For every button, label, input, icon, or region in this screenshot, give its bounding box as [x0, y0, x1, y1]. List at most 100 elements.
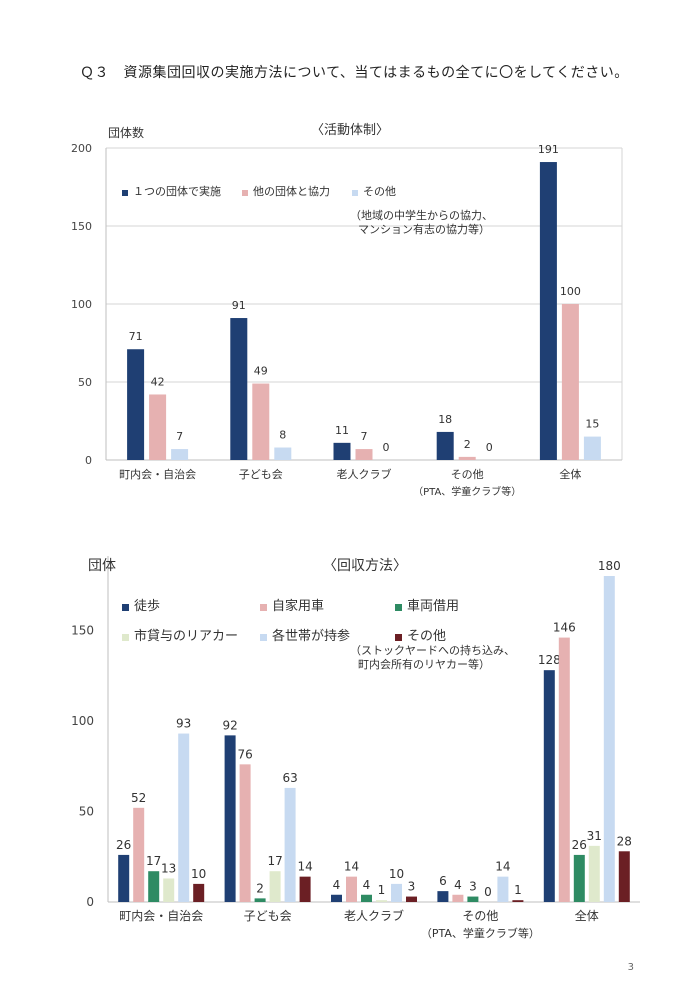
chart2-legend-label: 市貸与のリアカー	[134, 628, 238, 644]
chart2-data-label: 1	[514, 883, 522, 897]
chart2-bar	[299, 876, 311, 902]
chart1-chart-title: 〈活動体制〉	[311, 123, 389, 138]
chart2-legend-label: 徒歩	[134, 599, 160, 614]
chart2-bar	[497, 876, 509, 902]
chart1-data-label: 0	[383, 441, 390, 454]
chart1-bar	[458, 456, 476, 460]
chart2-bar	[603, 576, 615, 902]
chart2-data-label: 14	[495, 860, 510, 874]
chart1-bar	[252, 383, 270, 460]
chart2-legend-swatch	[122, 634, 129, 641]
chart2-annotation: 町内会所有のリヤカー等）	[358, 657, 490, 671]
chart1-annotation: （地域の中学生からの協力、	[350, 208, 493, 222]
chart2-bar	[406, 896, 417, 902]
chart2-bar	[391, 883, 402, 902]
chart2-category-label: 老人クラブ	[344, 908, 404, 923]
chart1-bar	[149, 394, 167, 460]
chart2-bar	[178, 733, 190, 902]
chart2-bar	[452, 894, 464, 902]
chart2-category-label: 町内会・自治会	[119, 909, 203, 923]
chart1-annotation: マンション有志の協力等）	[358, 222, 490, 236]
chart1-category-label: 町内会・自治会	[119, 467, 196, 481]
chart2-data-label: 128	[538, 653, 561, 667]
chart2-data-label: 17	[267, 854, 282, 868]
chart1-legend-swatch	[242, 190, 248, 196]
chart1-category-label: 全体	[559, 467, 581, 481]
chart1-data-label: 71	[129, 330, 143, 343]
chart2-data-label: 93	[176, 717, 191, 731]
chart1-bar	[274, 447, 292, 460]
chart2-annotation: （ストックヤードへの持ち込み、	[350, 643, 515, 657]
chart1-data-label: 15	[585, 418, 599, 431]
chart2-legend-swatch	[395, 634, 402, 641]
chart2-data-label: 4	[333, 878, 341, 892]
chart2-legend-swatch	[260, 604, 267, 611]
question-title: Ｑ３ 資源集団回収の実施方法について、当てはまるもの全てに〇をしてください。	[80, 65, 629, 81]
chart2-bar	[376, 900, 387, 902]
chart2-legend-label: 車両借用	[407, 599, 459, 614]
chart2-bar	[284, 787, 296, 902]
chart1-category-label: 子ども会	[239, 468, 283, 481]
chart2-bar	[254, 898, 266, 902]
chart1-legend-swatch	[122, 190, 128, 196]
chart1-bar	[127, 349, 145, 460]
chart1-data-label: 7	[361, 430, 368, 443]
chart1-y-tick-label: 200	[71, 142, 92, 155]
chart2-bar	[133, 807, 145, 902]
chart2-data-label: 17	[146, 854, 161, 868]
chart2-bar	[467, 896, 479, 902]
chart2-data-label: 10	[191, 867, 206, 881]
chart2-bar	[346, 876, 357, 902]
chart2-y-axis-title: 団体	[88, 558, 116, 574]
chart2-data-label: 28	[617, 834, 632, 848]
chart2-bar	[558, 637, 570, 902]
chart2-category-label: その他	[462, 909, 498, 923]
chart1-category-label: 老人クラブ	[337, 467, 392, 481]
chart1-legend-label: １つの団体で実施	[133, 184, 221, 198]
chart1-data-label: 18	[438, 413, 452, 426]
chart2-category-sublabel: （PTA、学童クラブ等）	[421, 926, 540, 940]
chart1-y-tick-label: 50	[78, 376, 92, 389]
chart2-data-label: 63	[282, 771, 297, 785]
chart2-data-label: 14	[344, 860, 359, 874]
chart1-bar	[561, 304, 579, 460]
chart1-legend-label: その他	[363, 185, 396, 198]
chart1-y-tick-label: 100	[71, 298, 92, 311]
chart2-data-label: 76	[237, 747, 252, 761]
chart1-bar	[436, 431, 454, 460]
chart2-bar	[163, 878, 175, 902]
chart2-bar	[543, 670, 555, 902]
chart2-data-label: 4	[363, 878, 371, 892]
chart2-data-label: 4	[454, 878, 462, 892]
chart2-data-label: 13	[161, 861, 176, 875]
chart1-legend-label: 他の団体と協力	[253, 184, 330, 198]
chart2-bar	[148, 871, 160, 902]
chart1-bar	[539, 162, 557, 460]
chart2-data-label: 180	[598, 559, 621, 573]
chart1-data-label: 42	[151, 375, 165, 388]
chart1-bar	[230, 318, 248, 460]
chart2-bar	[193, 883, 205, 902]
chart1-legend-swatch	[352, 190, 358, 196]
chart2-bar	[239, 764, 251, 902]
chart2-bar	[331, 894, 342, 902]
chart1-data-label: 11	[335, 424, 349, 437]
chart2-legend-swatch	[122, 604, 129, 611]
chart2-data-label: 3	[469, 880, 477, 894]
chart1-data-label: 91	[232, 299, 246, 312]
chart2-data-label: 26	[116, 838, 131, 852]
chart1-y-axis-title: 団体数	[108, 125, 144, 140]
chart2-bar	[588, 845, 600, 902]
chart1-data-label: 8	[279, 429, 286, 442]
chart2-data-label: 92	[222, 718, 237, 732]
chart2-legend-swatch	[395, 604, 402, 611]
chart2-data-label: 146	[553, 621, 576, 635]
chart2-data-label: 14	[297, 860, 312, 874]
chart2-data-label: 31	[587, 829, 602, 843]
chart2-y-tick-label: 0	[86, 895, 94, 909]
chart1-data-label: 100	[560, 285, 581, 298]
chart2-y-tick-label: 50	[79, 804, 94, 818]
chart2-category-label: 子ども会	[244, 909, 292, 923]
